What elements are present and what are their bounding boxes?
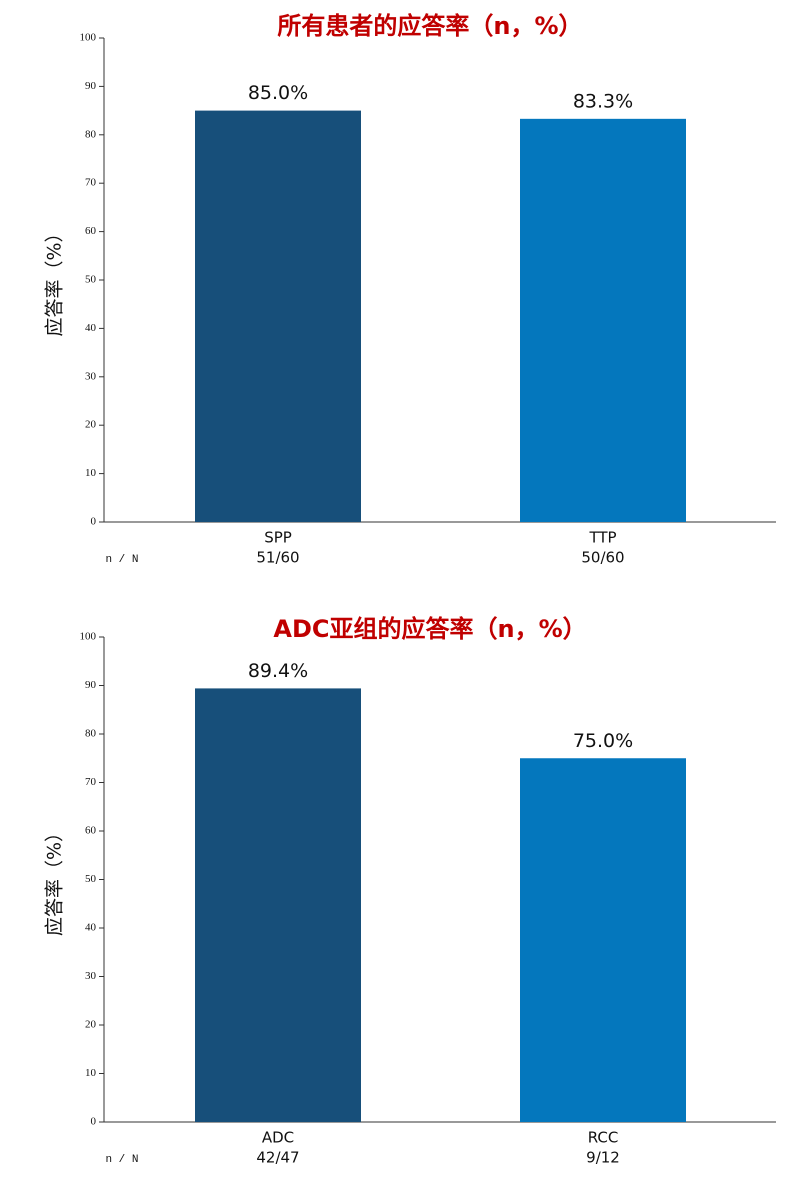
- y-tick-label: 60: [85, 225, 97, 237]
- y-tick-label: 80: [85, 128, 97, 140]
- y-tick-label: 30: [85, 970, 97, 982]
- y-tick-label: 40: [85, 922, 97, 934]
- count: 9/12: [586, 1149, 620, 1167]
- y-tick-label: 10: [85, 467, 97, 479]
- value-label: 75.0%: [573, 730, 633, 752]
- value-label: 85.0%: [248, 82, 308, 104]
- count: 42/47: [256, 1149, 299, 1167]
- y-tick-label: 50: [85, 274, 97, 286]
- value-label: 89.4%: [248, 660, 308, 682]
- value-label: 83.3%: [573, 90, 633, 112]
- y-tick-label: 60: [85, 825, 97, 837]
- chart-title: ADC亚组的应答率（n，%）: [273, 615, 586, 643]
- y-tick-label: 50: [85, 873, 97, 885]
- count-label: n / N: [105, 554, 138, 566]
- y-tick-label: 0: [91, 1116, 97, 1128]
- count-label: n / N: [105, 1154, 138, 1166]
- y-tick-label: 70: [85, 776, 97, 788]
- x-tick-label: ADC: [262, 1129, 294, 1147]
- y-tick-label: 20: [85, 1019, 97, 1031]
- y-tick-label: 90: [85, 80, 97, 92]
- y-tick-label: 10: [85, 1067, 97, 1079]
- bar: [520, 118, 686, 522]
- y-tick-label: 80: [85, 728, 97, 740]
- bar: [195, 110, 361, 522]
- y-tick-label: 70: [85, 177, 97, 189]
- y-tick-label: 30: [85, 370, 97, 382]
- y-tick-label: 0: [91, 516, 97, 528]
- count: 51/60: [256, 549, 299, 567]
- chart-title: 所有患者的应答率（n，%）: [277, 12, 582, 40]
- y-axis-label: 应答率（%）: [44, 823, 66, 936]
- y-tick-label: 20: [85, 419, 97, 431]
- y-tick-label: 100: [80, 32, 97, 44]
- bar: [520, 758, 686, 1122]
- y-tick-label: 40: [85, 322, 97, 334]
- count: 50/60: [581, 549, 624, 567]
- x-tick-label: TTP: [588, 529, 616, 547]
- x-tick-label: RCC: [588, 1129, 619, 1147]
- y-tick-label: 100: [80, 631, 97, 643]
- bar: [195, 688, 361, 1122]
- y-tick-label: 90: [85, 679, 97, 691]
- x-tick-label: SPP: [264, 529, 292, 547]
- y-axis-label: 应答率（%）: [44, 223, 66, 336]
